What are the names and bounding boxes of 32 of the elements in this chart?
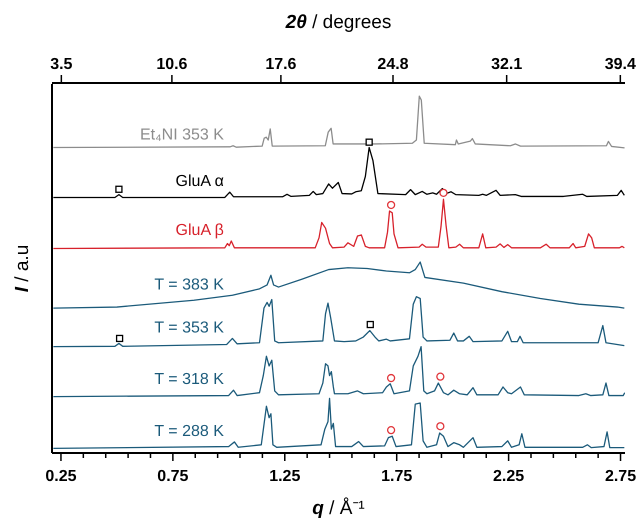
x2-axis-title: 2θ / degrees: [284, 12, 392, 33]
series-label: T = 353 K: [154, 319, 224, 336]
point: [386, 200, 396, 210]
point: [366, 320, 374, 328]
x-tick-label: 1.25: [269, 468, 300, 485]
series-label: GluA α: [176, 173, 224, 190]
x-tick-label: 2.25: [493, 468, 524, 485]
series-label: Et₄NI 353 K: [140, 126, 224, 144]
series-label: T = 318 K: [154, 371, 224, 388]
x2-tick-label: 39.4: [604, 56, 636, 73]
point: [439, 188, 448, 197]
point: [366, 138, 373, 146]
point: [386, 374, 396, 382]
y-axis-title: I / a.u: [12, 244, 33, 292]
series-label: GluA β: [176, 222, 224, 240]
x2-tick-label: 3.5: [50, 56, 73, 73]
x2-tick-label: 10.6: [156, 56, 188, 73]
point: [436, 372, 444, 381]
x-tick-label: 0.25: [45, 468, 77, 485]
series-label: T = 383 K: [154, 276, 224, 294]
x2-tick-label: 32.1: [491, 56, 522, 73]
x2-tick-label: 17.6: [265, 56, 297, 73]
point: [386, 426, 396, 434]
series-label: T = 288 K: [154, 422, 224, 440]
x-tick-label: 2.75: [604, 468, 636, 485]
point: [115, 186, 123, 193]
point: [436, 422, 444, 430]
x-axis-title: q / Å⁻¹: [312, 497, 365, 519]
point: [116, 334, 124, 342]
x-tick-label: 0.75: [157, 468, 189, 485]
x-tick-label: 1.75: [381, 468, 412, 485]
x2-tick-label: 24.8: [377, 56, 409, 73]
